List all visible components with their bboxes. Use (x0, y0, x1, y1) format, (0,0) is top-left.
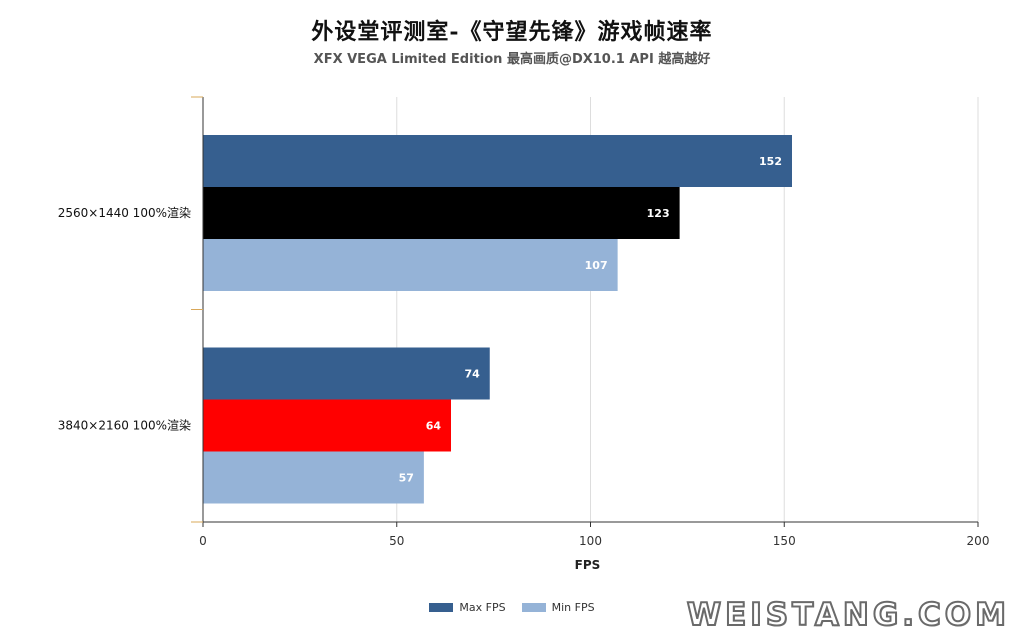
bar (203, 187, 680, 239)
x-tick-label: 150 (773, 534, 796, 548)
bar (203, 239, 618, 291)
bar-value-label: 64 (426, 420, 442, 433)
bar (203, 347, 490, 400)
chart-subtitle: XFX VEGA Limited Edition 最高画质@DX10.1 API… (313, 52, 711, 67)
category-label: 2560×1440 100%渲染 (58, 205, 191, 220)
bar-value-label: 152 (759, 155, 782, 168)
category-label: 3840×2160 100%渲染 (58, 418, 191, 433)
legend-label-max-fps: Max FPS (459, 601, 506, 614)
bars (203, 135, 792, 504)
x-tick-label: 0 (199, 534, 207, 548)
bar (203, 451, 424, 504)
bar (203, 399, 451, 452)
chart-title: 外设堂评测室-《守望先锋》游戏帧速率 (311, 19, 713, 45)
bar-value-label: 107 (585, 259, 608, 272)
axes (191, 96, 979, 527)
legend-label-min-fps: Min FPS (551, 601, 595, 614)
x-tick-label: 50 (389, 534, 404, 548)
legend-item-max-fps: Max FPS (429, 601, 506, 614)
bar-value-label: 74 (464, 368, 480, 381)
x-tick-label: 200 (967, 534, 990, 548)
bar-value-label: 57 (399, 472, 414, 485)
labels: 0 50 100 150 200 FPS 2560×1440 100%渲染 152 123 107… (58, 155, 990, 572)
legend-item-min-fps: Min FPS (521, 601, 595, 614)
x-tick-label: 100 (579, 534, 602, 548)
legend: Max FPS Min FPS (0, 601, 1024, 614)
bar (203, 135, 792, 187)
watermark-logo: WEISTANG.COM (686, 596, 1010, 634)
legend-swatch-max-fps (429, 603, 454, 612)
legend-swatch-min-fps (521, 603, 546, 612)
bar-value-label: 123 (647, 207, 670, 220)
x-axis-title: FPS (575, 558, 601, 572)
